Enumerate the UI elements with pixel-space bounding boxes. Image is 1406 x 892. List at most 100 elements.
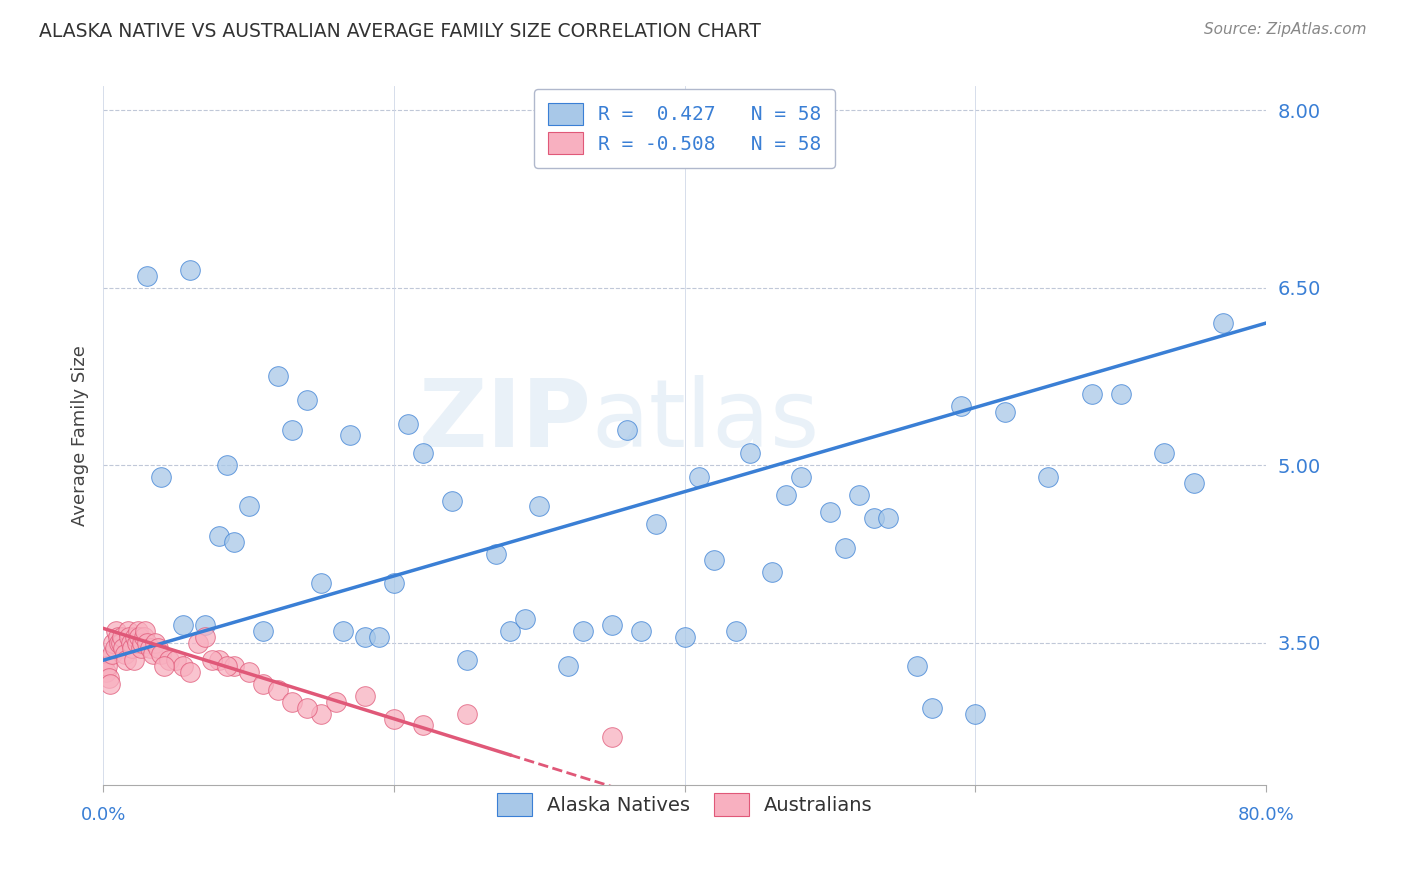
Point bbox=[382, 576, 405, 591]
Point bbox=[222, 535, 245, 549]
Point bbox=[150, 470, 173, 484]
Point bbox=[252, 677, 274, 691]
Point bbox=[208, 529, 231, 543]
Point bbox=[222, 659, 245, 673]
Point bbox=[834, 541, 856, 555]
Point bbox=[1109, 387, 1132, 401]
Text: 0.0%: 0.0% bbox=[80, 805, 125, 824]
Point bbox=[117, 624, 139, 638]
Text: 80.0%: 80.0% bbox=[1237, 805, 1295, 824]
Point bbox=[295, 700, 318, 714]
Point bbox=[529, 500, 551, 514]
Point bbox=[790, 470, 813, 484]
Text: ZIP: ZIP bbox=[419, 376, 592, 467]
Point bbox=[105, 624, 128, 638]
Point bbox=[281, 695, 304, 709]
Point bbox=[1153, 446, 1175, 460]
Point bbox=[135, 635, 157, 649]
Point bbox=[107, 635, 129, 649]
Point bbox=[441, 493, 464, 508]
Point bbox=[252, 624, 274, 638]
Point bbox=[215, 458, 238, 472]
Point bbox=[921, 700, 943, 714]
Point bbox=[127, 624, 149, 638]
Point bbox=[499, 624, 522, 638]
Point bbox=[266, 682, 288, 697]
Point bbox=[818, 505, 841, 519]
Point bbox=[208, 653, 231, 667]
Point bbox=[122, 653, 145, 667]
Point bbox=[194, 617, 217, 632]
Point bbox=[120, 635, 142, 649]
Point bbox=[485, 547, 508, 561]
Point bbox=[600, 617, 623, 632]
Point bbox=[138, 641, 160, 656]
Point bbox=[150, 648, 173, 662]
Point bbox=[993, 405, 1015, 419]
Point bbox=[644, 517, 666, 532]
Point bbox=[134, 624, 156, 638]
Legend: Alaska Natives, Australians: Alaska Natives, Australians bbox=[489, 786, 880, 823]
Point bbox=[738, 446, 761, 460]
Point bbox=[97, 671, 120, 685]
Point bbox=[93, 653, 115, 667]
Point bbox=[114, 648, 136, 662]
Point bbox=[179, 665, 201, 679]
Point bbox=[456, 653, 478, 667]
Point bbox=[396, 417, 419, 431]
Point bbox=[100, 677, 122, 691]
Point bbox=[616, 423, 638, 437]
Point bbox=[131, 635, 153, 649]
Point bbox=[848, 487, 870, 501]
Point bbox=[1212, 316, 1234, 330]
Point bbox=[339, 428, 361, 442]
Point bbox=[309, 706, 332, 721]
Point bbox=[118, 630, 141, 644]
Point bbox=[412, 446, 434, 460]
Point bbox=[132, 630, 155, 644]
Point bbox=[215, 659, 238, 673]
Point bbox=[238, 500, 260, 514]
Point bbox=[111, 630, 134, 644]
Point bbox=[353, 630, 375, 644]
Point bbox=[172, 617, 194, 632]
Point bbox=[775, 487, 797, 501]
Point bbox=[877, 511, 900, 525]
Point bbox=[194, 630, 217, 644]
Point bbox=[124, 630, 146, 644]
Point bbox=[309, 576, 332, 591]
Point bbox=[1182, 475, 1205, 490]
Point bbox=[949, 399, 972, 413]
Text: ALASKA NATIVE VS AUSTRALIAN AVERAGE FAMILY SIZE CORRELATION CHART: ALASKA NATIVE VS AUSTRALIAN AVERAGE FAMI… bbox=[39, 22, 761, 41]
Point bbox=[157, 653, 180, 667]
Point bbox=[600, 730, 623, 744]
Y-axis label: Average Family Size: Average Family Size bbox=[72, 345, 89, 526]
Point bbox=[108, 635, 131, 649]
Point bbox=[135, 268, 157, 283]
Point bbox=[724, 624, 747, 638]
Point bbox=[187, 635, 209, 649]
Point bbox=[145, 635, 167, 649]
Point bbox=[630, 624, 652, 638]
Point bbox=[110, 635, 132, 649]
Point bbox=[862, 511, 884, 525]
Point bbox=[905, 659, 928, 673]
Point bbox=[172, 659, 194, 673]
Point bbox=[332, 624, 354, 638]
Point bbox=[107, 630, 129, 644]
Point bbox=[104, 641, 127, 656]
Point bbox=[266, 369, 288, 384]
Point bbox=[325, 695, 347, 709]
Point bbox=[112, 641, 135, 656]
Point bbox=[761, 565, 783, 579]
Point bbox=[281, 423, 304, 437]
Point bbox=[382, 713, 405, 727]
Point bbox=[128, 630, 150, 644]
Point bbox=[572, 624, 595, 638]
Point bbox=[295, 392, 318, 407]
Point bbox=[412, 718, 434, 732]
Point bbox=[115, 653, 138, 667]
Point bbox=[238, 665, 260, 679]
Point bbox=[1036, 470, 1059, 484]
Point bbox=[201, 653, 224, 667]
